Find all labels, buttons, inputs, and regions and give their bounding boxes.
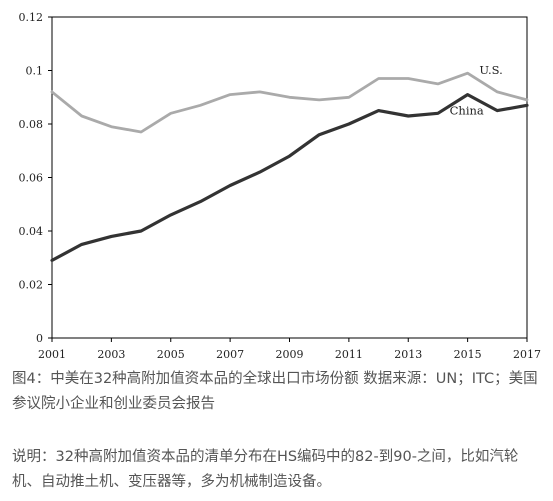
plot-frame bbox=[51, 16, 528, 339]
x-tick-label: 2015 bbox=[454, 348, 482, 361]
series-layer bbox=[50, 71, 529, 262]
series-line-china bbox=[50, 92, 529, 262]
x-tick-label: 2011 bbox=[335, 348, 363, 361]
note-caption: 说明：32种高附加值资本品的清单分布在HS编码中的82-到90-之间，比如汽轮机… bbox=[12, 449, 519, 490]
y-tick-label: 0 bbox=[36, 332, 43, 345]
x-tick-label: 2009 bbox=[276, 348, 304, 361]
axes bbox=[48, 16, 528, 342]
x-tick-label: 2017 bbox=[513, 348, 541, 361]
y-tick-label: 0.06 bbox=[19, 172, 44, 185]
x-tick-label: 2007 bbox=[216, 348, 244, 361]
labels-layer: 0 0.02 0.04 0.06 0.08 0.1 0.12 2001 2003 2005 2007… bbox=[19, 11, 542, 361]
series-line-u-s- bbox=[50, 71, 529, 134]
series-label: U.S. bbox=[479, 63, 502, 77]
x-tick-label: 2003 bbox=[97, 348, 125, 361]
y-tick-label: 0.12 bbox=[19, 11, 44, 24]
series-label: China bbox=[450, 104, 484, 118]
y-tick-label: 0.1 bbox=[26, 65, 44, 78]
y-tick-label: 0.02 bbox=[19, 279, 44, 292]
x-tick-label: 2013 bbox=[394, 348, 422, 361]
y-tick-label: 0.04 bbox=[19, 225, 44, 238]
figure-caption: 图4：中美在32种高附加值资本品的全球出口市场份额 数据来源：UN；ITC；美国… bbox=[12, 371, 538, 412]
x-tick-label: 2005 bbox=[157, 348, 185, 361]
x-tick-label: 2001 bbox=[38, 348, 66, 361]
line-chart: 0 0.02 0.04 0.06 0.08 0.1 0.12 2001 2003 2005 2007… bbox=[19, 11, 542, 361]
y-tick-label: 0.08 bbox=[19, 118, 44, 131]
